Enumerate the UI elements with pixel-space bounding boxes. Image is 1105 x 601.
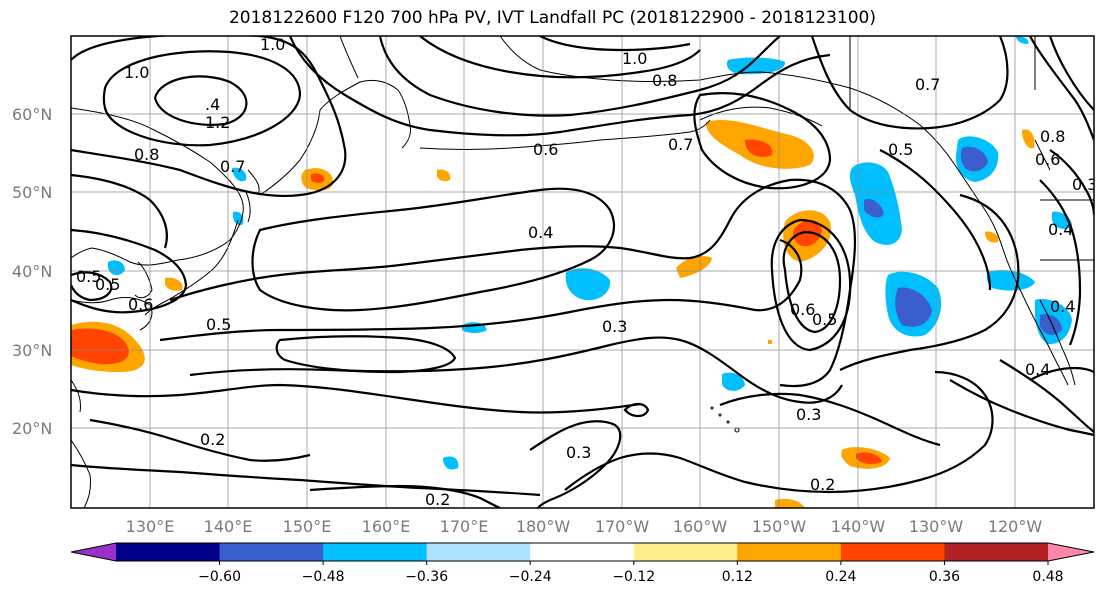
contour-label: .4 — [205, 95, 220, 114]
lon-label: 170°W — [595, 517, 650, 536]
lat-label: 50°N — [12, 183, 52, 202]
contour-label: 0.5 — [95, 275, 120, 294]
contour-label: 0.6 — [1035, 150, 1060, 169]
colorbar-tick-label: 0.24 — [825, 569, 856, 585]
colorbar-extend-min — [71, 543, 116, 561]
colorbar-outline — [70, 542, 1095, 562]
colorbar-segment — [633, 543, 738, 561]
contour-label: 0.8 — [1040, 127, 1065, 146]
colorbar-segment — [426, 543, 531, 561]
map-title: 2018122600 F120 700 hPa PV, IVT Landfall… — [228, 8, 876, 28]
contour-label: 0.7 — [915, 75, 940, 94]
lon-label: 130°W — [909, 517, 964, 536]
contour-label: 0.2 — [425, 490, 450, 509]
latitude-labels: 60°N 50°N 40°N 30°N 20°N — [12, 105, 52, 438]
colorbar-tick-label: −0.36 — [405, 569, 448, 585]
contour-label: 0.2 — [200, 430, 225, 449]
contour-label: 0.5 — [76, 267, 101, 286]
colorbar-tick-label: 0.36 — [929, 569, 960, 585]
contour-label: 0.4 — [1048, 220, 1073, 239]
lon-label: 140°E — [204, 517, 253, 536]
lon-label: 120°W — [988, 517, 1043, 536]
contour-label: 0.6 — [533, 140, 558, 159]
contour-label: 1.2 — [205, 113, 230, 132]
contour-label: 0.8 — [652, 71, 677, 90]
colorbar-tick-label: −0.48 — [302, 569, 345, 585]
colorbar-segment — [944, 543, 1049, 561]
contour-label: 0.5 — [206, 315, 231, 334]
contour-label: 0.8 — [134, 145, 159, 164]
lon-label: 150°E — [283, 517, 332, 536]
map-frame — [70, 35, 1095, 509]
colorbar-segment — [116, 543, 221, 561]
contour-label: 1.0 — [124, 63, 149, 82]
contour-label: 1.0 — [260, 35, 285, 54]
colorbar-tick-label: 0.48 — [1032, 569, 1063, 585]
lat-label: 20°N — [12, 419, 52, 438]
lon-label: 130°E — [126, 517, 175, 536]
colorbar-extend-max — [1048, 543, 1094, 561]
contour-label: 0.3 — [1072, 175, 1097, 194]
pc-shading — [71, 36, 1072, 508]
contour-label: 0.6 — [790, 300, 815, 319]
contour-labels: 1.0 1.0 .4 1.2 0.8 0.7 1.0 0.8 0.6 0.7 0… — [76, 35, 1097, 509]
colorbar: −0.60 −0.48 −0.36 −0.24 −0.12 0.12 0.24 0.36 0.4… — [70, 542, 1095, 585]
colorbar-tick-label: −0.24 — [509, 569, 552, 585]
lat-label: 30°N — [12, 341, 52, 360]
contour-label: 1.0 — [622, 49, 647, 68]
lon-label: 150°W — [752, 517, 807, 536]
colorbar-segment — [840, 543, 945, 561]
pv-contours — [71, 36, 1094, 508]
lon-label: 160°W — [673, 517, 728, 536]
colorbar-tick-label: −0.60 — [198, 569, 241, 585]
colorbar-tick-label: −0.12 — [612, 569, 655, 585]
lon-label: 180°W — [516, 517, 571, 536]
contour-label: 0.7 — [220, 157, 245, 176]
contour-label: 0.3 — [796, 405, 821, 424]
contour-label: 0.6 — [128, 295, 153, 314]
lon-label: 140°W — [831, 517, 886, 536]
contour-label: 0.4 — [1025, 360, 1050, 379]
contour-label: 0.3 — [602, 317, 627, 336]
lon-label: 160°E — [362, 517, 411, 536]
contour-label: 0.2 — [810, 475, 835, 494]
lat-label: 40°N — [12, 262, 52, 281]
contour-label: 0.5 — [812, 310, 837, 329]
contour-label: 0.4 — [528, 223, 553, 242]
colorbar-segment — [530, 543, 635, 561]
colorbar-segment — [219, 543, 324, 561]
contour-label: 0.7 — [668, 135, 693, 154]
lat-label: 60°N — [12, 105, 52, 124]
contour-label: 0.5 — [888, 140, 913, 159]
colorbar-segment — [737, 543, 842, 561]
colorbar-segment — [323, 543, 428, 561]
colorbar-tick-label: 0.12 — [722, 569, 753, 585]
contour-label: 0.4 — [1050, 297, 1075, 316]
lon-label: 170°E — [440, 517, 489, 536]
contour-label: 0.3 — [566, 443, 591, 462]
longitude-labels: 130°E 140°E 150°E 160°E 170°E 180°W 170°… — [126, 517, 1043, 536]
